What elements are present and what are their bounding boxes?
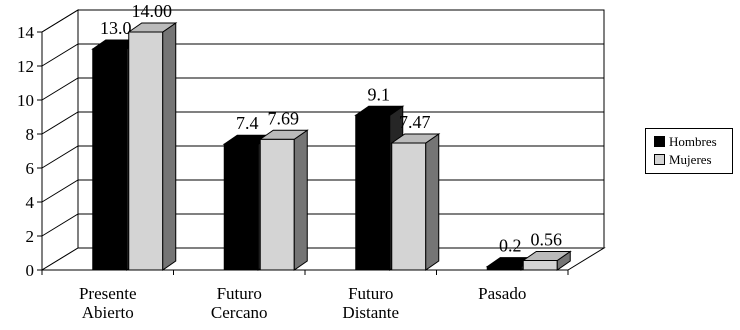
- y-tick-label: 4: [26, 193, 35, 212]
- gridline: [41, 43, 604, 67]
- data-label: 13.0: [100, 18, 132, 38]
- y-tick-label: 12: [17, 57, 34, 76]
- bar-front: [486, 266, 522, 271]
- legend-swatch-hombres: [654, 136, 665, 147]
- gridline: [41, 111, 604, 135]
- x-tick-label: Pasado: [478, 284, 526, 303]
- y-tick-label: 0: [26, 261, 35, 280]
- data-label: 0.56: [531, 229, 563, 249]
- bar-front: [355, 114, 391, 271]
- gridline: [41, 77, 604, 101]
- data-label: 7.4: [236, 113, 259, 133]
- y-tick-label: 2: [26, 227, 35, 246]
- data-label: 0.2: [499, 236, 522, 256]
- legend-label-mujeres: Mujeres: [669, 152, 712, 167]
- y-tick-label: 10: [17, 91, 34, 110]
- legend-swatch-mujeres: [654, 154, 665, 165]
- bar-top: [390, 133, 441, 144]
- x-tick-label-line: Cercano: [211, 303, 268, 322]
- bar-side: [425, 133, 440, 271]
- data-label: 7.47: [399, 112, 431, 132]
- y-tick-label: 8: [26, 125, 35, 144]
- x-tick-label: Futuro Distante: [342, 284, 399, 322]
- bar-top: [127, 22, 178, 33]
- bar-front: [391, 142, 427, 271]
- x-tick-label-line: Futuro: [348, 284, 393, 303]
- x-tick-label-line: Abierto: [82, 303, 134, 322]
- bar-front: [259, 138, 295, 271]
- legend-label-hombres: Hombres: [669, 134, 717, 149]
- bar-front: [92, 48, 128, 271]
- y-tick-label: 14: [17, 23, 35, 42]
- data-label: 9.1: [368, 84, 391, 104]
- x-tick-label: Futuro Cercano: [211, 284, 268, 322]
- legend: Hombres Mujeres: [645, 128, 733, 174]
- legend-item-mujeres: Mujeres: [654, 152, 712, 168]
- x-tick-label-line: Presente: [79, 284, 137, 303]
- bar-top: [521, 250, 572, 261]
- x-tick-label: Presente Abierto: [79, 284, 137, 322]
- bar-front: [128, 31, 164, 271]
- y-tick-label: 6: [26, 159, 35, 178]
- bar-top: [258, 129, 309, 140]
- bar-front: [223, 143, 259, 271]
- bar-front: [522, 259, 558, 271]
- side-wall: [41, 9, 79, 271]
- data-label: 14.00: [132, 1, 173, 21]
- bar-side: [162, 22, 177, 271]
- data-label: 7.69: [268, 108, 300, 128]
- x-tick-label-line: Futuro: [217, 284, 262, 303]
- x-tick-label-line: Distante: [342, 303, 399, 322]
- bar-side: [293, 129, 308, 271]
- gridline: [41, 9, 604, 33]
- bar-top: [354, 105, 405, 116]
- legend-item-hombres: Hombres: [654, 134, 717, 150]
- x-tick-label-line: Pasado: [478, 284, 526, 303]
